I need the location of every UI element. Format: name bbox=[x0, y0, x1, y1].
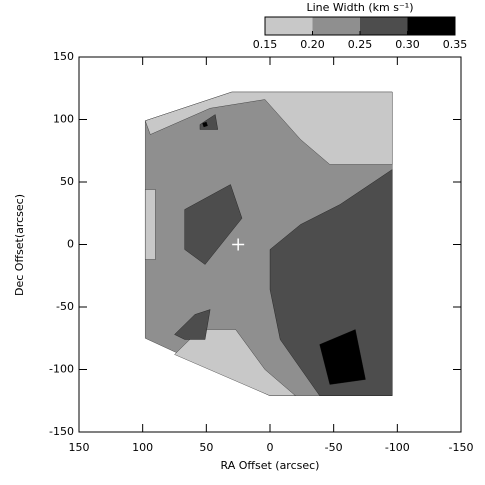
reference-marker bbox=[232, 238, 245, 251]
colorbar-band bbox=[407, 17, 455, 35]
colorbar-band bbox=[312, 17, 360, 35]
x-tick-label: -50 bbox=[325, 441, 343, 454]
contour-region bbox=[319, 329, 366, 385]
colorbar-tick-label: 0.30 bbox=[395, 38, 420, 51]
colorbar-tick-label: 0.20 bbox=[300, 38, 325, 51]
x-tick-label: 0 bbox=[267, 441, 274, 454]
contour-region bbox=[174, 309, 211, 340]
colorbar-tick-label: 0.15 bbox=[253, 38, 278, 51]
x-axis-label: RA Offset (arcsec) bbox=[221, 459, 320, 472]
colorbar-band bbox=[360, 17, 408, 35]
contour-region bbox=[145, 189, 156, 260]
x-tick-label: 50 bbox=[199, 441, 213, 454]
x-tick-label: 100 bbox=[132, 441, 153, 454]
y-tick-label: -150 bbox=[49, 425, 74, 438]
contour-region bbox=[184, 184, 243, 265]
y-tick-label: -100 bbox=[49, 363, 74, 376]
colorbar-tick-label: 0.25 bbox=[348, 38, 373, 51]
x-tick-label: -100 bbox=[385, 441, 410, 454]
y-tick-label: 0 bbox=[67, 238, 74, 251]
colorbar-band bbox=[265, 17, 313, 35]
colorbar-title: Line Width (km s⁻¹) bbox=[307, 1, 414, 14]
x-tick-label: -150 bbox=[449, 441, 474, 454]
x-tick-label: 150 bbox=[69, 441, 90, 454]
contour-region bbox=[269, 169, 393, 396]
y-tick-label: 50 bbox=[60, 175, 74, 188]
contour-region bbox=[145, 91, 393, 165]
y-axis-label: Dec Offset(arcsec) bbox=[13, 194, 26, 296]
colorbar-tick-label: 0.35 bbox=[443, 38, 468, 51]
y-tick-label: 150 bbox=[53, 50, 74, 63]
contour-region bbox=[202, 121, 208, 128]
y-tick-label: -50 bbox=[56, 300, 74, 313]
y-tick-label: 100 bbox=[53, 113, 74, 126]
